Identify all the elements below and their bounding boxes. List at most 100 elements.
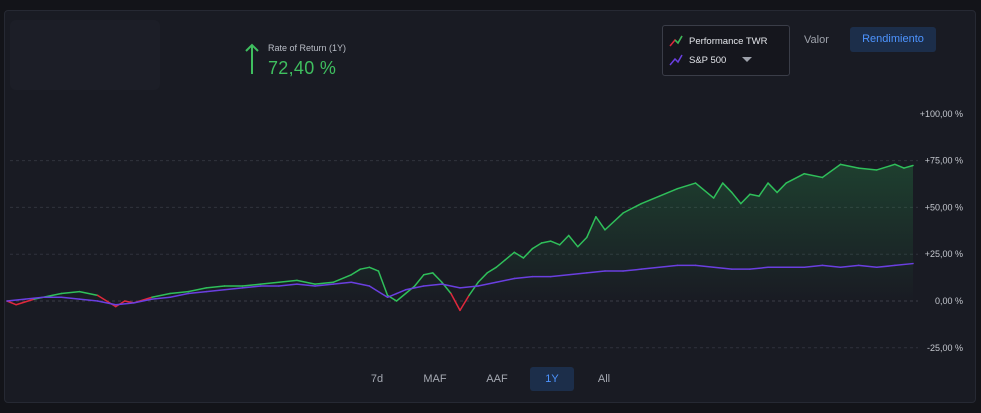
- series-0-segment: [531, 242, 543, 250]
- series-1-segment: [96, 300, 117, 306]
- series-0-segment: [432, 272, 443, 284]
- range-button-7d[interactable]: 7d: [370, 373, 384, 385]
- series-0-segment: [187, 287, 208, 293]
- series-1-segment: [749, 266, 769, 270]
- series-0-segment: [395, 292, 407, 302]
- series-0-segment: [413, 274, 425, 287]
- series-0-segment: [314, 281, 334, 285]
- series-0-segment: [694, 182, 715, 199]
- series-0-segment: [640, 195, 661, 205]
- series-0-segment: [876, 163, 896, 171]
- series-1-segment: [821, 264, 842, 269]
- series-1-segment: [803, 264, 824, 269]
- series-0-segment: [450, 292, 461, 312]
- legend-label-performance: Performance TWR: [689, 35, 768, 47]
- series-0-segment: [540, 240, 552, 244]
- series-1-segment: [459, 285, 479, 289]
- series-1-segment: [395, 289, 407, 295]
- y-tick-label: +100,00 %: [920, 109, 963, 119]
- series-0-segment: [423, 272, 434, 276]
- series-0-segment: [758, 182, 769, 197]
- series-1-segment: [876, 264, 896, 269]
- series-0-segment: [377, 270, 389, 297]
- range-button-maf[interactable]: MAF: [423, 373, 447, 385]
- series-0-segment: [903, 164, 914, 169]
- rendimiento-toggle[interactable]: Rendimiento: [850, 27, 936, 52]
- redacted-area: [10, 20, 160, 90]
- series-0-segment: [513, 251, 525, 259]
- series-0-segment: [6, 300, 17, 306]
- series-1-segment: [839, 264, 860, 269]
- series-0-segment: [857, 167, 878, 171]
- series-0-segment: [60, 290, 81, 295]
- rate-of-return-label: Rate of Return (1Y): [268, 43, 347, 53]
- y-tick-label: +50,00 %: [925, 202, 963, 212]
- series-0-segment: [486, 266, 497, 274]
- series-1-segment: [495, 277, 516, 284]
- series-0-segment: [577, 236, 588, 248]
- range-button-all[interactable]: All: [597, 373, 611, 385]
- series-1-segment: [114, 302, 135, 306]
- series-0-segment: [296, 279, 316, 285]
- series-0-segment: [586, 216, 597, 239]
- series-0-segment: [558, 234, 570, 246]
- series-1-segment: [169, 292, 189, 299]
- series-0-segment: [894, 163, 905, 169]
- series-1-segment: [423, 283, 443, 287]
- series-1-segment: [658, 264, 679, 269]
- series-0-segment: [740, 193, 751, 205]
- series-0-segment: [604, 212, 624, 231]
- legend-dropdown[interactable]: Performance TWR S&P 500: [662, 25, 790, 76]
- series-1-segment: [477, 281, 497, 287]
- series-0-segment: [776, 182, 787, 194]
- series-0-segment: [549, 240, 561, 246]
- series-lines: [6, 163, 914, 312]
- range-button-1y[interactable]: 1Y: [530, 367, 574, 391]
- series-1-segment: [441, 283, 461, 289]
- series-0-segment: [477, 272, 488, 284]
- series-0-segment: [803, 172, 824, 179]
- series-1-segment: [712, 266, 733, 270]
- series-1-segment: [513, 275, 534, 280]
- series-0-segment: [749, 193, 760, 197]
- series-1-segment: [78, 298, 99, 302]
- series-0-segment: [721, 182, 733, 194]
- y-tick-label: +25,00 %: [925, 249, 963, 259]
- series-0-segment: [567, 234, 579, 248]
- series-1-segment: [187, 290, 208, 295]
- series-0-segment: [350, 268, 362, 276]
- series-0-segment: [821, 163, 842, 179]
- series-0-segment: [78, 290, 99, 297]
- series-0-segment: [676, 182, 697, 190]
- series-0-segment: [359, 266, 371, 270]
- performance-area-fill: [7, 164, 913, 301]
- series-1-segment: [223, 287, 244, 291]
- sp500-line-icon: [669, 54, 683, 66]
- series-1-segment: [24, 296, 44, 300]
- series-0-segment: [731, 191, 742, 205]
- legend-item-sp500: S&P 500: [669, 52, 726, 68]
- series-1-segment: [350, 281, 371, 287]
- series-1-segment: [640, 266, 661, 270]
- series-1-segment: [368, 285, 389, 299]
- series-0-segment: [495, 259, 507, 269]
- series-1-segment: [60, 296, 81, 300]
- arrow-up-icon: [245, 43, 259, 74]
- series-0-segment: [169, 290, 189, 295]
- series-0-segment: [504, 251, 516, 261]
- series-0-segment: [712, 182, 724, 199]
- series-0-segment: [468, 281, 479, 297]
- series-0-segment: [151, 292, 171, 299]
- series-0-segment: [15, 298, 35, 306]
- series-1-segment: [386, 292, 398, 299]
- series-1-segment: [567, 272, 588, 276]
- valor-toggle[interactable]: Valor: [804, 34, 829, 46]
- series-1-segment: [314, 283, 334, 287]
- series-0-segment: [767, 182, 778, 194]
- series-0-segment: [332, 274, 353, 284]
- chevron-down-icon[interactable]: [742, 57, 752, 62]
- series-1-segment: [151, 296, 171, 300]
- series-1-segment: [622, 268, 642, 272]
- series-0-segment: [205, 285, 226, 289]
- range-button-aaf[interactable]: AAF: [486, 373, 508, 385]
